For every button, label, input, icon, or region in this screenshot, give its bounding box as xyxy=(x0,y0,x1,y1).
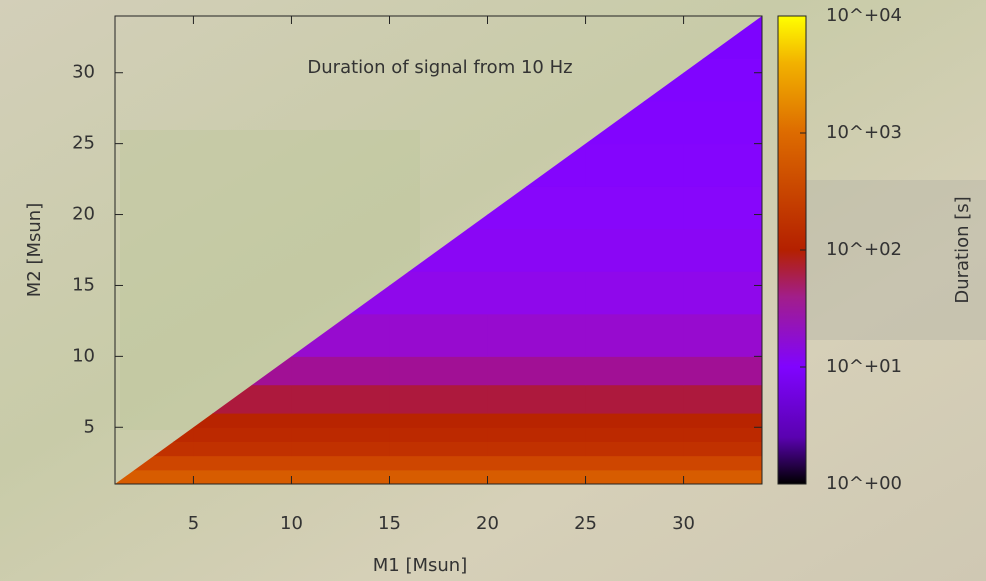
heat-cell xyxy=(389,314,488,357)
heat-cell xyxy=(193,456,292,471)
heat-cell xyxy=(389,427,488,442)
heat-cell xyxy=(586,271,685,314)
y-axis-label: M2 [Msun] xyxy=(24,203,45,297)
heat-cell xyxy=(291,456,390,471)
heat-cell xyxy=(488,229,587,272)
heat-cell xyxy=(586,441,685,456)
heat-cell xyxy=(684,271,763,314)
y-tick-label: 30 xyxy=(72,62,95,83)
heat-cell xyxy=(389,441,488,456)
x-tick-label: 15 xyxy=(378,513,401,534)
heat-cell xyxy=(488,456,587,471)
heat-cell xyxy=(684,427,763,442)
heat-cell xyxy=(586,385,685,414)
heat-cell xyxy=(291,441,390,456)
heat-cell xyxy=(684,456,763,471)
heat-cell xyxy=(684,314,763,357)
heat-cell xyxy=(291,385,390,414)
colorbar-label: Duration [s] xyxy=(952,196,973,303)
heat-cell xyxy=(684,413,763,428)
heat-cell xyxy=(389,356,488,385)
x-tick-label: 25 xyxy=(574,513,597,534)
heat-cell xyxy=(684,385,763,414)
heat-cell xyxy=(488,413,587,428)
y-tick-label: 15 xyxy=(72,274,95,295)
x-tick-label: 5 xyxy=(188,513,199,534)
y-tick-label: 5 xyxy=(84,416,95,437)
heat-cell xyxy=(684,356,763,385)
colorbar-tick-label: 10^+03 xyxy=(826,122,902,143)
x-tick-label: 20 xyxy=(476,513,499,534)
heat-cell xyxy=(684,470,763,485)
heat-cell xyxy=(586,229,685,272)
colorbar-tick-label: 10^+00 xyxy=(826,473,902,494)
heat-cell xyxy=(389,413,488,428)
heat-cell xyxy=(684,186,763,229)
heat-cell xyxy=(684,441,763,456)
heat-cell xyxy=(389,456,488,471)
heat-cell xyxy=(488,470,587,485)
heat-cell xyxy=(389,385,488,414)
heat-cell xyxy=(586,186,685,229)
x-tick-label: 10 xyxy=(280,513,303,534)
heat-cell xyxy=(586,413,685,428)
x-tick-label: 30 xyxy=(672,513,695,534)
colorbar-tick-label: 10^+02 xyxy=(826,239,902,260)
heat-cell xyxy=(586,314,685,357)
heat-cell xyxy=(488,385,587,414)
y-tick-label: 20 xyxy=(72,204,95,225)
heat-cell xyxy=(291,356,390,385)
chart: Duration of signal from 10 Hz M1 [Msun] … xyxy=(0,0,986,581)
heat-cell xyxy=(586,144,685,187)
heat-cell xyxy=(291,413,390,428)
colorbar-tick-label: 10^+04 xyxy=(826,5,902,26)
heat-cell xyxy=(389,470,488,485)
heat-cell xyxy=(586,470,685,485)
heat-cell xyxy=(291,470,390,485)
heat-cell xyxy=(684,59,763,102)
colorbar-tick-label: 10^+01 xyxy=(826,356,902,377)
heat-cell xyxy=(684,101,763,144)
heat-cell xyxy=(586,456,685,471)
heat-cell xyxy=(586,356,685,385)
heat-cell xyxy=(389,271,488,314)
heat-cell xyxy=(193,470,292,485)
heat-cell xyxy=(488,271,587,314)
heat-cell xyxy=(193,427,292,442)
heat-cell xyxy=(291,427,390,442)
heat-cell xyxy=(684,144,763,187)
heat-cell xyxy=(684,229,763,272)
heat-cell xyxy=(488,356,587,385)
heat-cell xyxy=(488,427,587,442)
chart-title: Duration of signal from 10 Hz xyxy=(307,57,572,78)
y-tick-label: 25 xyxy=(72,133,95,154)
heat-cell xyxy=(488,314,587,357)
x-axis-label: M1 [Msun] xyxy=(373,555,467,576)
heat-cell xyxy=(193,441,292,456)
y-tick-label: 10 xyxy=(72,345,95,366)
heat-cell xyxy=(586,427,685,442)
heat-cell xyxy=(488,441,587,456)
